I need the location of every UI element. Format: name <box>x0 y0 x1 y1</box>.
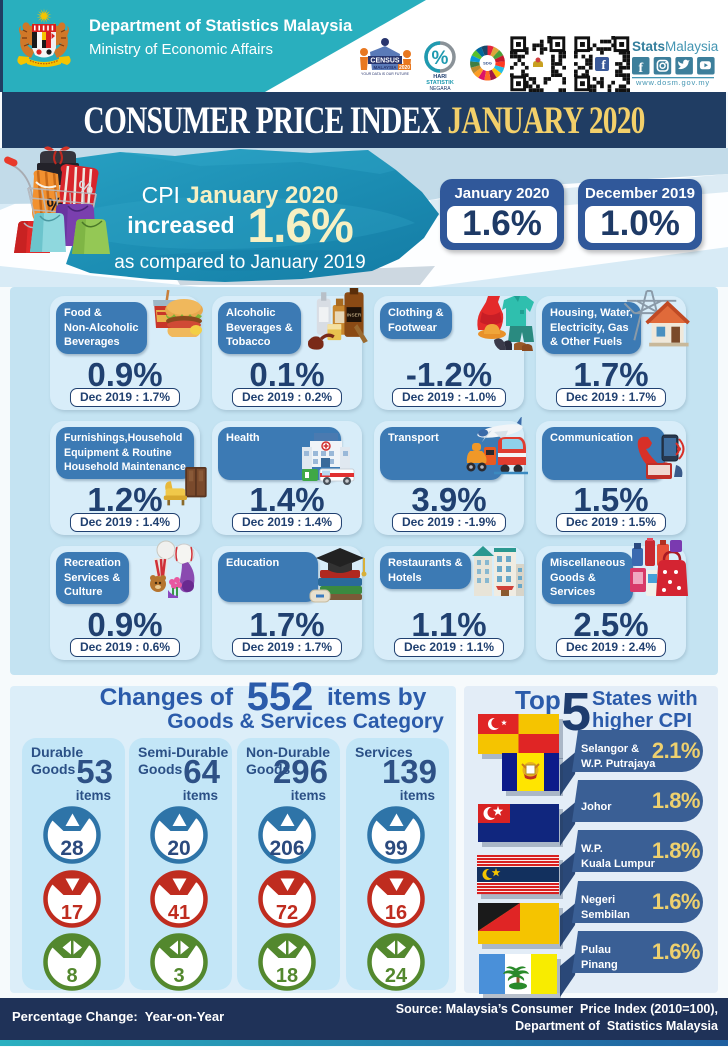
svg-text:2020: 2020 <box>399 65 410 71</box>
svg-text:f: f <box>601 57 606 72</box>
svg-text:StatsMalaysia: StatsMalaysia <box>632 39 719 54</box>
svg-text:99: 99 <box>384 837 407 860</box>
svg-text:INSER: INSER <box>347 313 362 319</box>
svg-text:20: 20 <box>167 837 190 860</box>
svg-text:Kuala Lumpur: Kuala Lumpur <box>581 858 656 870</box>
svg-text:YOUR DATA IS OUR FUTURE: YOUR DATA IS OUR FUTURE <box>361 72 410 76</box>
svg-text:Selangor &: Selangor & <box>581 743 639 755</box>
svg-text:Pinang: Pinang <box>581 959 618 971</box>
svg-text:Johor: Johor <box>581 801 612 813</box>
svg-text:%: % <box>432 48 449 69</box>
svg-text:higher CPI: higher CPI <box>592 710 692 732</box>
svg-text:STATISTIK: STATISTIK <box>426 80 454 86</box>
svg-text:States with: States with <box>592 688 698 710</box>
svg-text:3: 3 <box>173 965 184 987</box>
svg-text:72: 72 <box>276 902 298 924</box>
svg-text:NEGARA: NEGARA <box>429 86 451 92</box>
svg-text:Pulau: Pulau <box>581 944 611 956</box>
svg-text:1.6%: 1.6% <box>652 889 700 914</box>
svg-text:41: 41 <box>168 902 190 924</box>
svg-text:www.dosm.gov.my: www.dosm.gov.my <box>635 78 710 87</box>
svg-text:8: 8 <box>66 965 77 987</box>
svg-text:MALAYSIA: MALAYSIA <box>373 65 397 70</box>
svg-text:24: 24 <box>385 965 408 987</box>
svg-text:%: % <box>77 177 95 198</box>
svg-text:f: f <box>638 61 643 76</box>
svg-text:CENSUS: CENSUS <box>370 58 400 65</box>
svg-text:Top: Top <box>515 685 561 715</box>
svg-text:16: 16 <box>385 902 407 924</box>
svg-text:W.P. Putrajaya: W.P. Putrajaya <box>581 758 656 770</box>
svg-text:W.P.: W.P. <box>581 843 603 855</box>
svg-text:SDG: SDG <box>483 61 492 66</box>
svg-text:1.8%: 1.8% <box>652 788 700 813</box>
svg-text:206: 206 <box>269 837 304 860</box>
svg-text:1.8%: 1.8% <box>652 838 700 863</box>
svg-text:18: 18 <box>276 965 298 987</box>
svg-text:28: 28 <box>60 837 84 860</box>
svg-text:1.6%: 1.6% <box>652 939 700 964</box>
svg-text:Sembilan: Sembilan <box>581 909 630 921</box>
svg-text:17: 17 <box>61 902 83 924</box>
svg-text:Negeri: Negeri <box>581 894 615 906</box>
svg-text:HARI: HARI <box>433 74 447 80</box>
svg-text:2.1%: 2.1% <box>652 738 700 763</box>
